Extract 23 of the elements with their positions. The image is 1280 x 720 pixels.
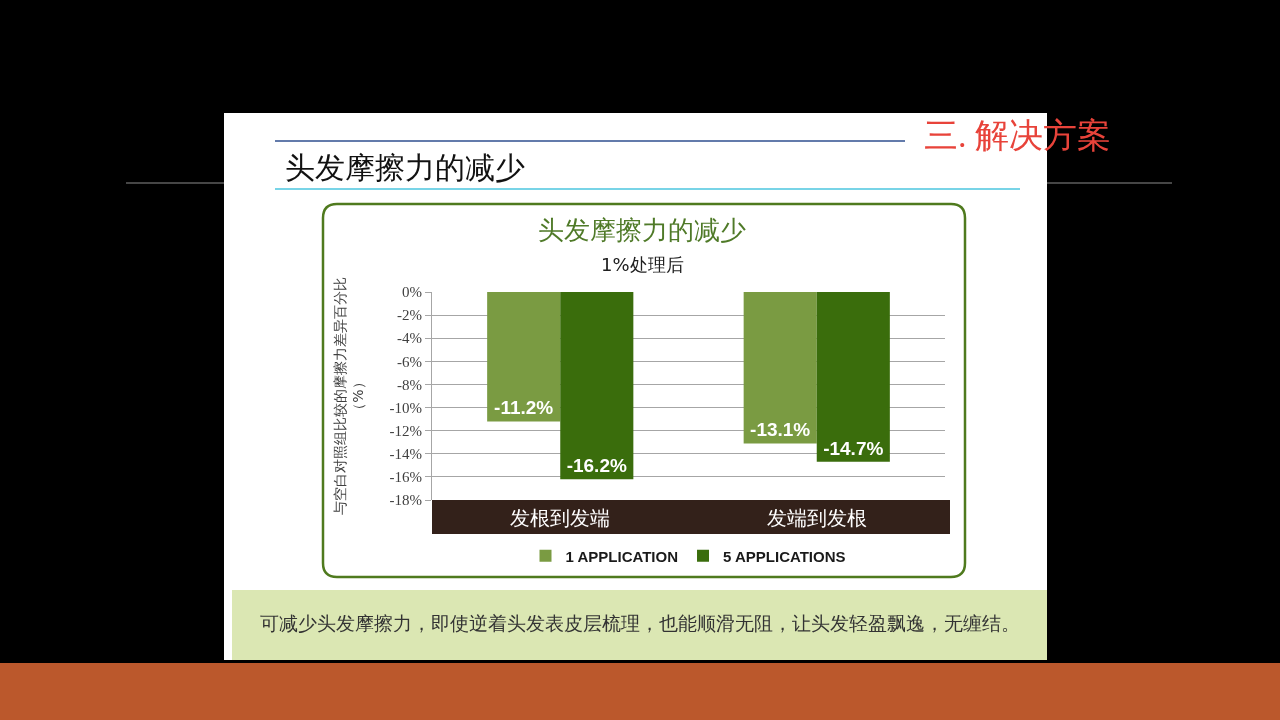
y-tick-label: -12%: [389, 422, 422, 439]
y-tick-label: -6%: [397, 353, 422, 370]
data-label: -11.2%: [494, 397, 554, 419]
y-tick-label: -18%: [389, 492, 422, 509]
y-tick-label: -2%: [397, 307, 422, 324]
legend-label: 5 APPLICATIONS: [723, 547, 846, 565]
x-tick-label: 发端到发根: [766, 506, 867, 530]
y-tick-label: -16%: [389, 469, 422, 486]
data-label: -13.1%: [750, 419, 811, 441]
y-axis-title: 与空白对照组比较的摩擦力差异百分比（%）: [331, 277, 367, 515]
y-tick-label: -8%: [397, 376, 422, 393]
data-label: -14.7%: [823, 437, 884, 459]
x-tick-label: 发根到发端: [510, 506, 611, 530]
legend-label: 1 APPLICATION: [565, 547, 679, 565]
y-tick-label: -10%: [389, 399, 422, 416]
data-label: -16.2%: [566, 455, 627, 477]
y-tick-label: -14%: [389, 446, 422, 463]
y-tick-label: -4%: [397, 330, 422, 347]
text: 可减少头发摩擦力，即使逆着头发表皮层梳理，也能顺滑无阻，让头发轻盈飘逸，无缠结。: [260, 613, 1020, 634]
chart-title: 头发摩擦力的减少: [538, 215, 746, 246]
chart-subtitle: 1%处理后: [601, 254, 684, 275]
text: 头发摩擦力的减少: [285, 150, 525, 185]
y-tick-label: 0%: [402, 284, 422, 301]
